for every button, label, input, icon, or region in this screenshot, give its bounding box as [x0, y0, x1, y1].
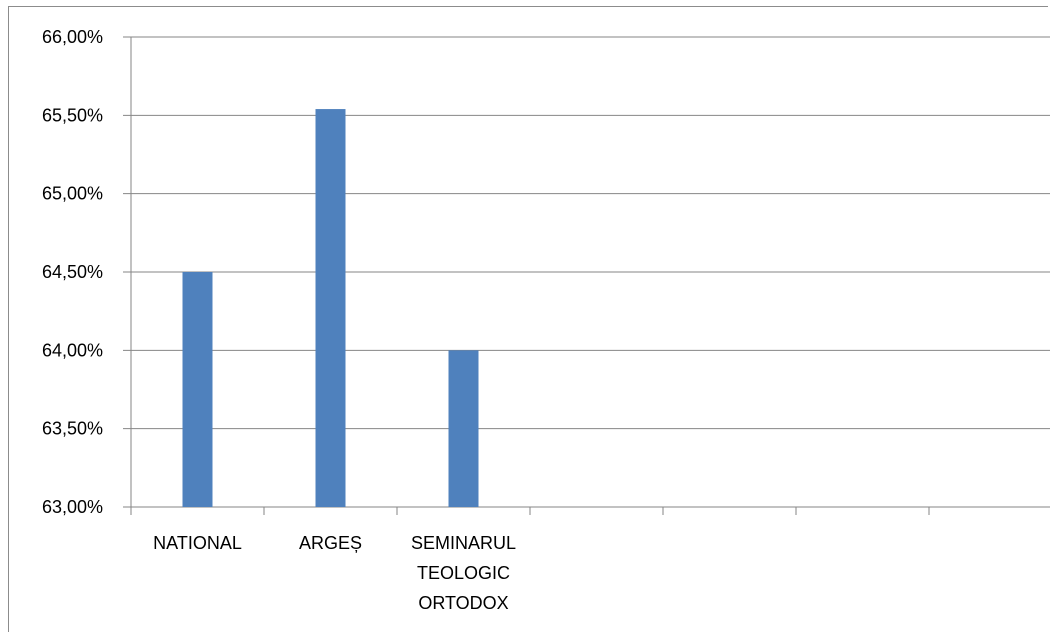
x-category-label: TEOLOGIC: [417, 563, 510, 583]
x-category-label: ARGEȘ: [299, 533, 362, 553]
x-category-label: ORTODOX: [418, 593, 508, 613]
y-tick-label: 64,00%: [42, 340, 103, 360]
y-tick-label: 65,50%: [42, 105, 103, 125]
bar: [182, 272, 213, 507]
y-tick-label: 63,00%: [42, 497, 103, 517]
y-tick-label: 64,50%: [42, 262, 103, 282]
y-tick-label: 63,50%: [42, 419, 103, 439]
y-tick-label: 66,00%: [42, 27, 103, 47]
bar: [448, 350, 479, 507]
y-tick-label: 65,00%: [42, 184, 103, 204]
chart-frame: [8, 6, 1048, 632]
x-category-label: NATIONAL: [153, 533, 242, 553]
bar: [315, 109, 346, 508]
x-category-label: SEMINARUL: [411, 533, 516, 553]
